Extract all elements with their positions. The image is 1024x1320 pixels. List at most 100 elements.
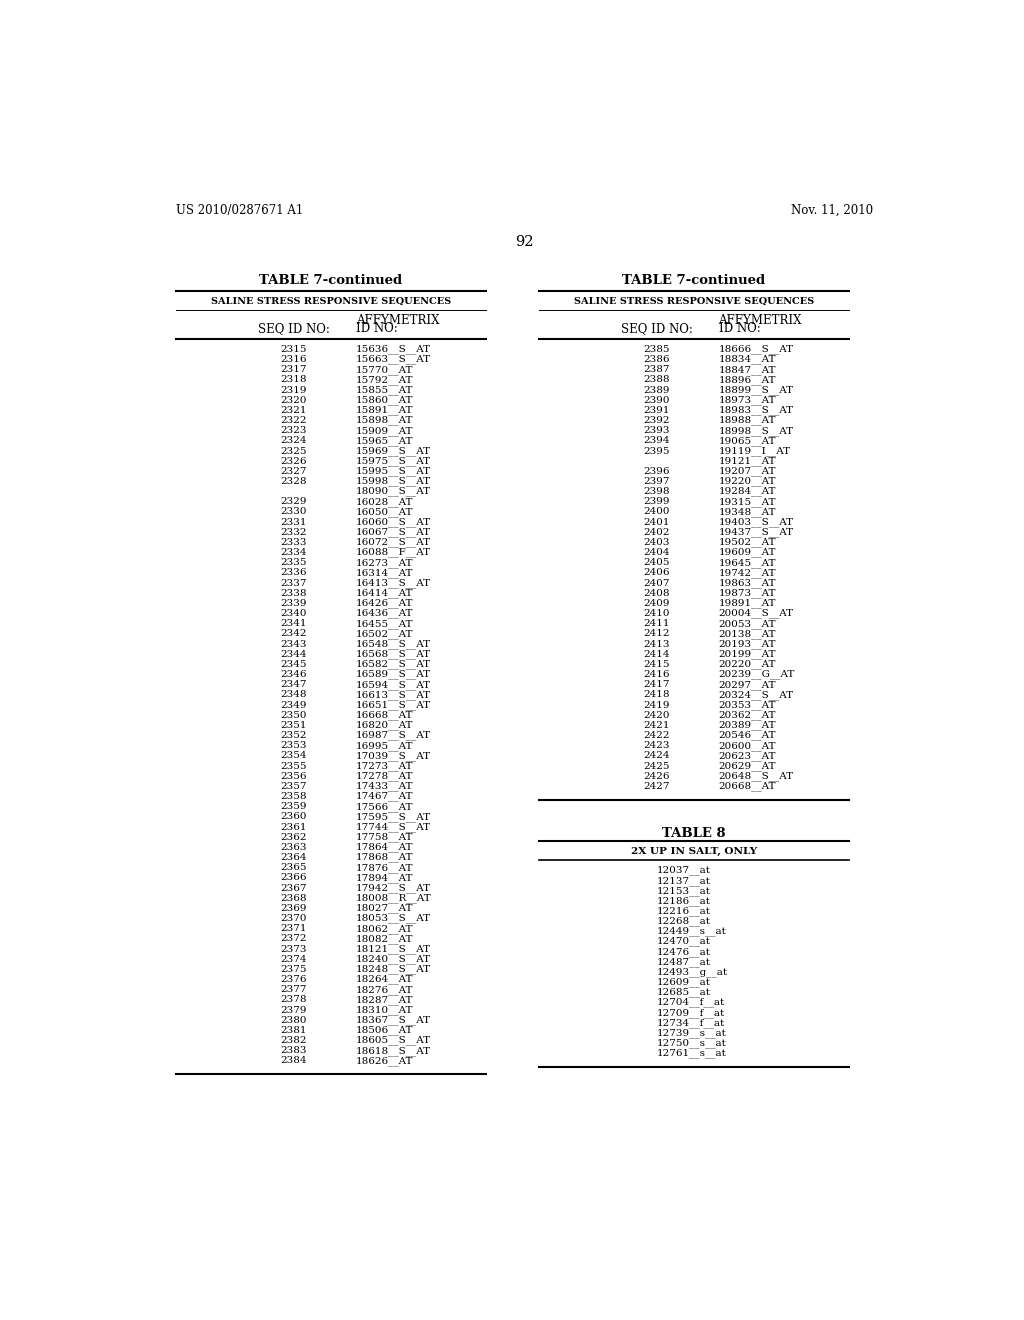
Text: 2422: 2422 <box>643 731 670 741</box>
Text: 2368: 2368 <box>281 894 307 903</box>
Text: 15855__AT: 15855__AT <box>356 385 414 395</box>
Text: 12137__at: 12137__at <box>656 875 711 886</box>
Text: 16088__F__AT: 16088__F__AT <box>356 548 431 557</box>
Text: 18276__AT: 18276__AT <box>356 985 414 994</box>
Text: 92: 92 <box>515 235 535 248</box>
Text: 2325: 2325 <box>281 446 307 455</box>
Text: 18666__S__AT: 18666__S__AT <box>719 345 794 354</box>
Text: 2355: 2355 <box>281 762 307 771</box>
Text: 2409: 2409 <box>643 599 670 609</box>
Text: 2348: 2348 <box>281 690 307 700</box>
Text: 2393: 2393 <box>643 426 670 436</box>
Text: 20053__AT: 20053__AT <box>719 619 776 628</box>
Text: 2366: 2366 <box>281 874 307 882</box>
Text: AFFYMETRIX: AFFYMETRIX <box>719 314 802 326</box>
Text: 12470__at: 12470__at <box>656 937 711 946</box>
Text: 2321: 2321 <box>281 405 307 414</box>
Text: 12761__s__at: 12761__s__at <box>656 1048 726 1059</box>
Text: 17273__AT: 17273__AT <box>356 762 414 771</box>
Text: TABLE 8: TABLE 8 <box>662 828 726 840</box>
Text: 20004__S__AT: 20004__S__AT <box>719 609 794 619</box>
Text: 12476__at: 12476__at <box>656 946 711 957</box>
Text: 17894__AT: 17894__AT <box>356 873 414 883</box>
Text: TABLE 7-continued: TABLE 7-continued <box>259 273 402 286</box>
Text: 20324__S__AT: 20324__S__AT <box>719 690 794 700</box>
Text: 15860__AT: 15860__AT <box>356 395 414 405</box>
Text: 2356: 2356 <box>281 772 307 780</box>
Text: 19863__AT: 19863__AT <box>719 578 776 587</box>
Text: 18248__S__AT: 18248__S__AT <box>356 965 431 974</box>
Text: 16067__S__AT: 16067__S__AT <box>356 528 431 537</box>
Text: 2391: 2391 <box>643 405 670 414</box>
Text: 12216__at: 12216__at <box>656 907 711 916</box>
Text: 2327: 2327 <box>281 467 307 475</box>
Text: 2383: 2383 <box>281 1047 307 1055</box>
Text: 20239__G__AT: 20239__G__AT <box>719 669 795 680</box>
Text: 19348__AT: 19348__AT <box>719 507 776 517</box>
Text: 2328: 2328 <box>281 477 307 486</box>
Text: 2425: 2425 <box>643 762 670 771</box>
Text: 16413__S__AT: 16413__S__AT <box>356 578 431 587</box>
Text: 2358: 2358 <box>281 792 307 801</box>
Text: 19645__AT: 19645__AT <box>719 558 776 568</box>
Text: 2365: 2365 <box>281 863 307 873</box>
Text: 2316: 2316 <box>281 355 307 364</box>
Text: 2363: 2363 <box>281 843 307 851</box>
Text: 2405: 2405 <box>643 558 670 568</box>
Text: 2319: 2319 <box>281 385 307 395</box>
Text: AFFYMETRIX: AFFYMETRIX <box>356 314 439 326</box>
Text: 2400: 2400 <box>643 507 670 516</box>
Text: 20199__AT: 20199__AT <box>719 649 776 659</box>
Text: 12493__g__at: 12493__g__at <box>656 968 728 977</box>
Text: 18053__S__AT: 18053__S__AT <box>356 913 431 924</box>
Text: 2345: 2345 <box>281 660 307 669</box>
Text: 18618__S__AT: 18618__S__AT <box>356 1045 431 1056</box>
Text: 20193__AT: 20193__AT <box>719 639 776 649</box>
Text: 2424: 2424 <box>643 751 670 760</box>
Text: 2352: 2352 <box>281 731 307 741</box>
Text: 20623__AT: 20623__AT <box>719 751 776 760</box>
Text: 12709__f__at: 12709__f__at <box>656 1008 725 1018</box>
Text: 12487__at: 12487__at <box>656 957 711 966</box>
Text: 2326: 2326 <box>281 457 307 466</box>
Text: 12186__at: 12186__at <box>656 896 711 906</box>
Text: 2399: 2399 <box>643 498 670 507</box>
Text: 12037__at: 12037__at <box>656 866 711 875</box>
Text: 19403__S__AT: 19403__S__AT <box>719 517 794 527</box>
Text: 16568__S__AT: 16568__S__AT <box>356 649 431 659</box>
Text: 2354: 2354 <box>281 751 307 760</box>
Text: 20353__AT: 20353__AT <box>719 700 776 710</box>
Text: 2413: 2413 <box>643 640 670 648</box>
Text: ID NO:: ID NO: <box>719 322 760 335</box>
Text: 2410: 2410 <box>643 609 670 618</box>
Text: 2375: 2375 <box>281 965 307 974</box>
Text: 18008__R__AT: 18008__R__AT <box>356 894 431 903</box>
Text: 2364: 2364 <box>281 853 307 862</box>
Text: 2421: 2421 <box>643 721 670 730</box>
Text: 2342: 2342 <box>281 630 307 639</box>
Text: 19284__AT: 19284__AT <box>719 487 776 496</box>
Text: 2341: 2341 <box>281 619 307 628</box>
Text: 2338: 2338 <box>281 589 307 598</box>
Text: 12153__at: 12153__at <box>656 886 711 896</box>
Text: 18090__S__AT: 18090__S__AT <box>356 487 431 496</box>
Text: 2323: 2323 <box>281 426 307 436</box>
Text: 16548__S__AT: 16548__S__AT <box>356 639 431 649</box>
Text: 18027__AT: 18027__AT <box>356 903 414 913</box>
Text: 17039__S__AT: 17039__S__AT <box>356 751 431 760</box>
Text: 16028__AT: 16028__AT <box>356 496 414 507</box>
Text: 2329: 2329 <box>281 498 307 507</box>
Text: Nov. 11, 2010: Nov. 11, 2010 <box>792 205 873 218</box>
Text: 2372: 2372 <box>281 935 307 944</box>
Text: 2343: 2343 <box>281 640 307 648</box>
Text: 16987__S__AT: 16987__S__AT <box>356 731 431 741</box>
Text: 2388: 2388 <box>643 375 670 384</box>
Text: 17758__AT: 17758__AT <box>356 833 414 842</box>
Text: 2360: 2360 <box>281 812 307 821</box>
Text: 15663__S__AT: 15663__S__AT <box>356 355 431 364</box>
Text: 2324: 2324 <box>281 437 307 445</box>
Text: 15909__AT: 15909__AT <box>356 426 414 436</box>
Text: 2361: 2361 <box>281 822 307 832</box>
Text: 2397: 2397 <box>643 477 670 486</box>
Text: 16314__AT: 16314__AT <box>356 568 414 578</box>
